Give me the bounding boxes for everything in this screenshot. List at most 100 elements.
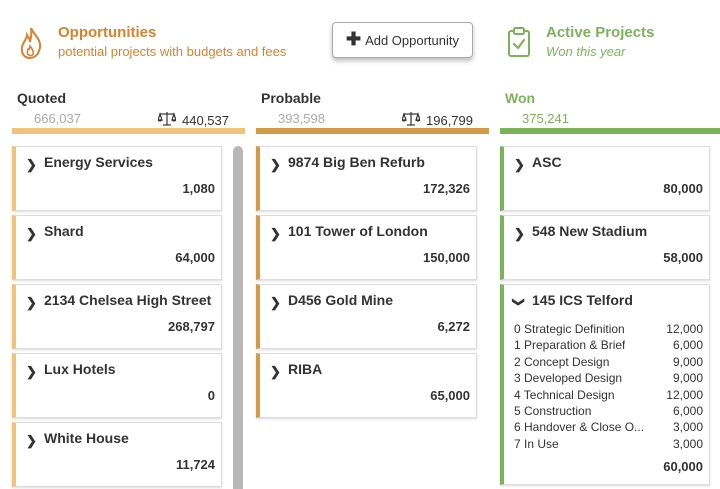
stage-value: 6,000 [672, 338, 703, 353]
opportunity-card[interactable]: ❯ Lux Hotels 0 [12, 353, 222, 418]
active-projects-title: Active Projects [546, 24, 655, 41]
project-card[interactable]: ❯ 548 New Stadium 58,000 [500, 215, 710, 280]
probable-total-value: 196,799 [426, 112, 473, 128]
stage-name: 3 Developed Design [514, 371, 623, 386]
chevron-right-icon[interactable]: ❯ [26, 295, 37, 310]
stage-name: 6 Handover & Close O... [514, 420, 644, 435]
opportunity-name: 2134 Chelsea High Street [44, 292, 212, 308]
stage-name: 2 Concept Design [514, 354, 610, 369]
opportunity-value: 268,797 [168, 319, 215, 334]
chevron-right-icon[interactable]: ❯ [26, 226, 37, 241]
opportunity-card[interactable]: ❯ Shard 64,000 [12, 215, 222, 280]
chevron-right-icon[interactable]: ❯ [26, 433, 37, 448]
opportunity-name: Shard [44, 223, 84, 239]
opportunity-value: 11,724 [175, 457, 215, 472]
stage-row: 5 Construction 6,000 [514, 403, 703, 419]
chevron-right-icon[interactable]: ❯ [26, 364, 37, 379]
chevron-right-icon[interactable]: ❯ [270, 226, 281, 241]
project-name: ASC [532, 154, 562, 170]
probable-weighted-total: 196,799 [401, 111, 473, 129]
stage-value: 3,000 [672, 420, 703, 435]
stage-name: 4 Technical Design [514, 387, 615, 402]
quoted-total-value: 440,537 [182, 112, 229, 128]
stage-name: 1 Preparation & Brief [514, 338, 626, 353]
opportunities-title: Opportunities [58, 24, 157, 41]
project-value: 80,000 [663, 181, 703, 196]
opportunity-card[interactable]: ❯ 101 Tower of London 150,000 [256, 215, 477, 280]
stage-row: 2 Concept Design 9,000 [514, 354, 703, 370]
clipboard-check-icon [507, 26, 531, 63]
probable-column-header: Probable 393,598 196,799 [256, 90, 489, 134]
stage-value: 3,000 [672, 436, 703, 451]
chevron-right-icon[interactable]: ❯ [514, 157, 525, 172]
stage-value: 12,000 [666, 322, 703, 336]
project-name: 548 New Stadium [532, 223, 648, 239]
chevron-down-icon[interactable]: ❯ [512, 296, 527, 308]
stage-name: 7 In Use [514, 436, 559, 451]
quoted-column-name: Quoted [17, 90, 66, 106]
opportunity-card[interactable]: ❯ Energy Services 1,080 [12, 146, 222, 211]
stage-value: 6,000 [672, 403, 703, 418]
stage-name: 0 Strategic Definition [514, 322, 625, 336]
probable-color-bar [256, 128, 489, 134]
opportunity-card[interactable]: ❯ RIBA 65,000 [256, 353, 477, 418]
quoted-scrollbar[interactable] [233, 146, 243, 489]
quoted-potential-total: 666,037 [34, 111, 81, 126]
project-card[interactable]: ❯ ASC 80,000 [500, 146, 710, 211]
opportunity-name: 101 Tower of London [288, 223, 428, 239]
scale-icon [401, 111, 421, 129]
add-opportunity-button[interactable]: ✚ Add Opportunity [332, 22, 473, 58]
opportunity-name: 9874 Big Ben Refurb [288, 154, 425, 170]
chevron-right-icon[interactable]: ❯ [270, 364, 281, 379]
chevron-right-icon[interactable]: ❯ [270, 295, 281, 310]
stage-value: 12,000 [666, 387, 703, 402]
page-header: Opportunities potential projects with bu… [0, 0, 720, 80]
won-total-value: 375,241 [522, 111, 569, 126]
opportunity-card[interactable]: ❯ D456 Gold Mine 6,272 [256, 284, 477, 349]
plus-icon: ✚ [345, 29, 362, 49]
chevron-right-icon[interactable]: ❯ [26, 157, 37, 172]
opportunity-name: Energy Services [44, 154, 153, 170]
probable-column-name: Probable [261, 90, 321, 106]
opportunity-value: 64,000 [175, 250, 215, 265]
won-column-name: Won [505, 90, 536, 106]
opportunity-value: 1,080 [182, 181, 215, 196]
stage-row: 1 Preparation & Brief 6,000 [514, 337, 703, 353]
project-value: 60,000 [663, 459, 703, 474]
opportunity-card[interactable]: ❯ White House 11,724 [12, 422, 222, 487]
stage-value: 9,000 [672, 354, 703, 369]
quoted-weighted-total: 440,537 [157, 111, 229, 129]
project-value: 58,000 [663, 250, 703, 265]
active-projects-subtitle: Won this year [546, 44, 626, 59]
opportunity-value: 172,326 [423, 181, 470, 196]
opportunity-value: 6,272 [437, 319, 470, 334]
opportunity-name: Lux Hotels [44, 361, 116, 377]
stage-row: 7 In Use 3,000 [514, 436, 703, 452]
stage-value: 9,000 [672, 371, 703, 386]
quoted-column-header: Quoted 666,037 440,537 [12, 90, 245, 134]
chevron-right-icon[interactable]: ❯ [270, 157, 281, 172]
opportunity-name: D456 Gold Mine [288, 292, 394, 308]
stage-name: 5 Construction [514, 403, 592, 418]
won-color-bar [500, 128, 720, 134]
flame-icon [18, 26, 44, 65]
quoted-color-bar [12, 128, 245, 134]
won-column-header: Won 375,241 [500, 90, 720, 134]
add-opportunity-label: Add Opportunity [365, 32, 460, 48]
project-name: 145 ICS Telford [532, 292, 633, 308]
stage-row: 0 Strategic Definition 12,000 [514, 321, 703, 337]
opportunity-name: White House [44, 430, 129, 446]
stage-row: 6 Handover & Close O... 3,000 [514, 419, 703, 435]
chevron-right-icon[interactable]: ❯ [514, 226, 525, 241]
opportunity-name: RIBA [288, 361, 323, 377]
opportunities-subtitle: potential projects with budgets and fees [58, 44, 287, 59]
scale-icon [157, 111, 177, 129]
stage-list: 0 Strategic Definition 12,000 1 Preparati… [514, 321, 703, 452]
project-card-expanded[interactable]: ❯ 145 ICS Telford 0 Strategic Definition… [500, 284, 710, 485]
opportunity-card[interactable]: ❯ 2134 Chelsea High Street 268,797 [12, 284, 222, 349]
opportunity-card[interactable]: ❯ 9874 Big Ben Refurb 172,326 [256, 146, 477, 211]
opportunity-value: 0 [207, 388, 215, 403]
probable-potential-total: 393,598 [278, 111, 325, 126]
opportunity-value: 65,000 [430, 388, 470, 403]
stage-row: 3 Developed Design 9,000 [514, 370, 703, 386]
